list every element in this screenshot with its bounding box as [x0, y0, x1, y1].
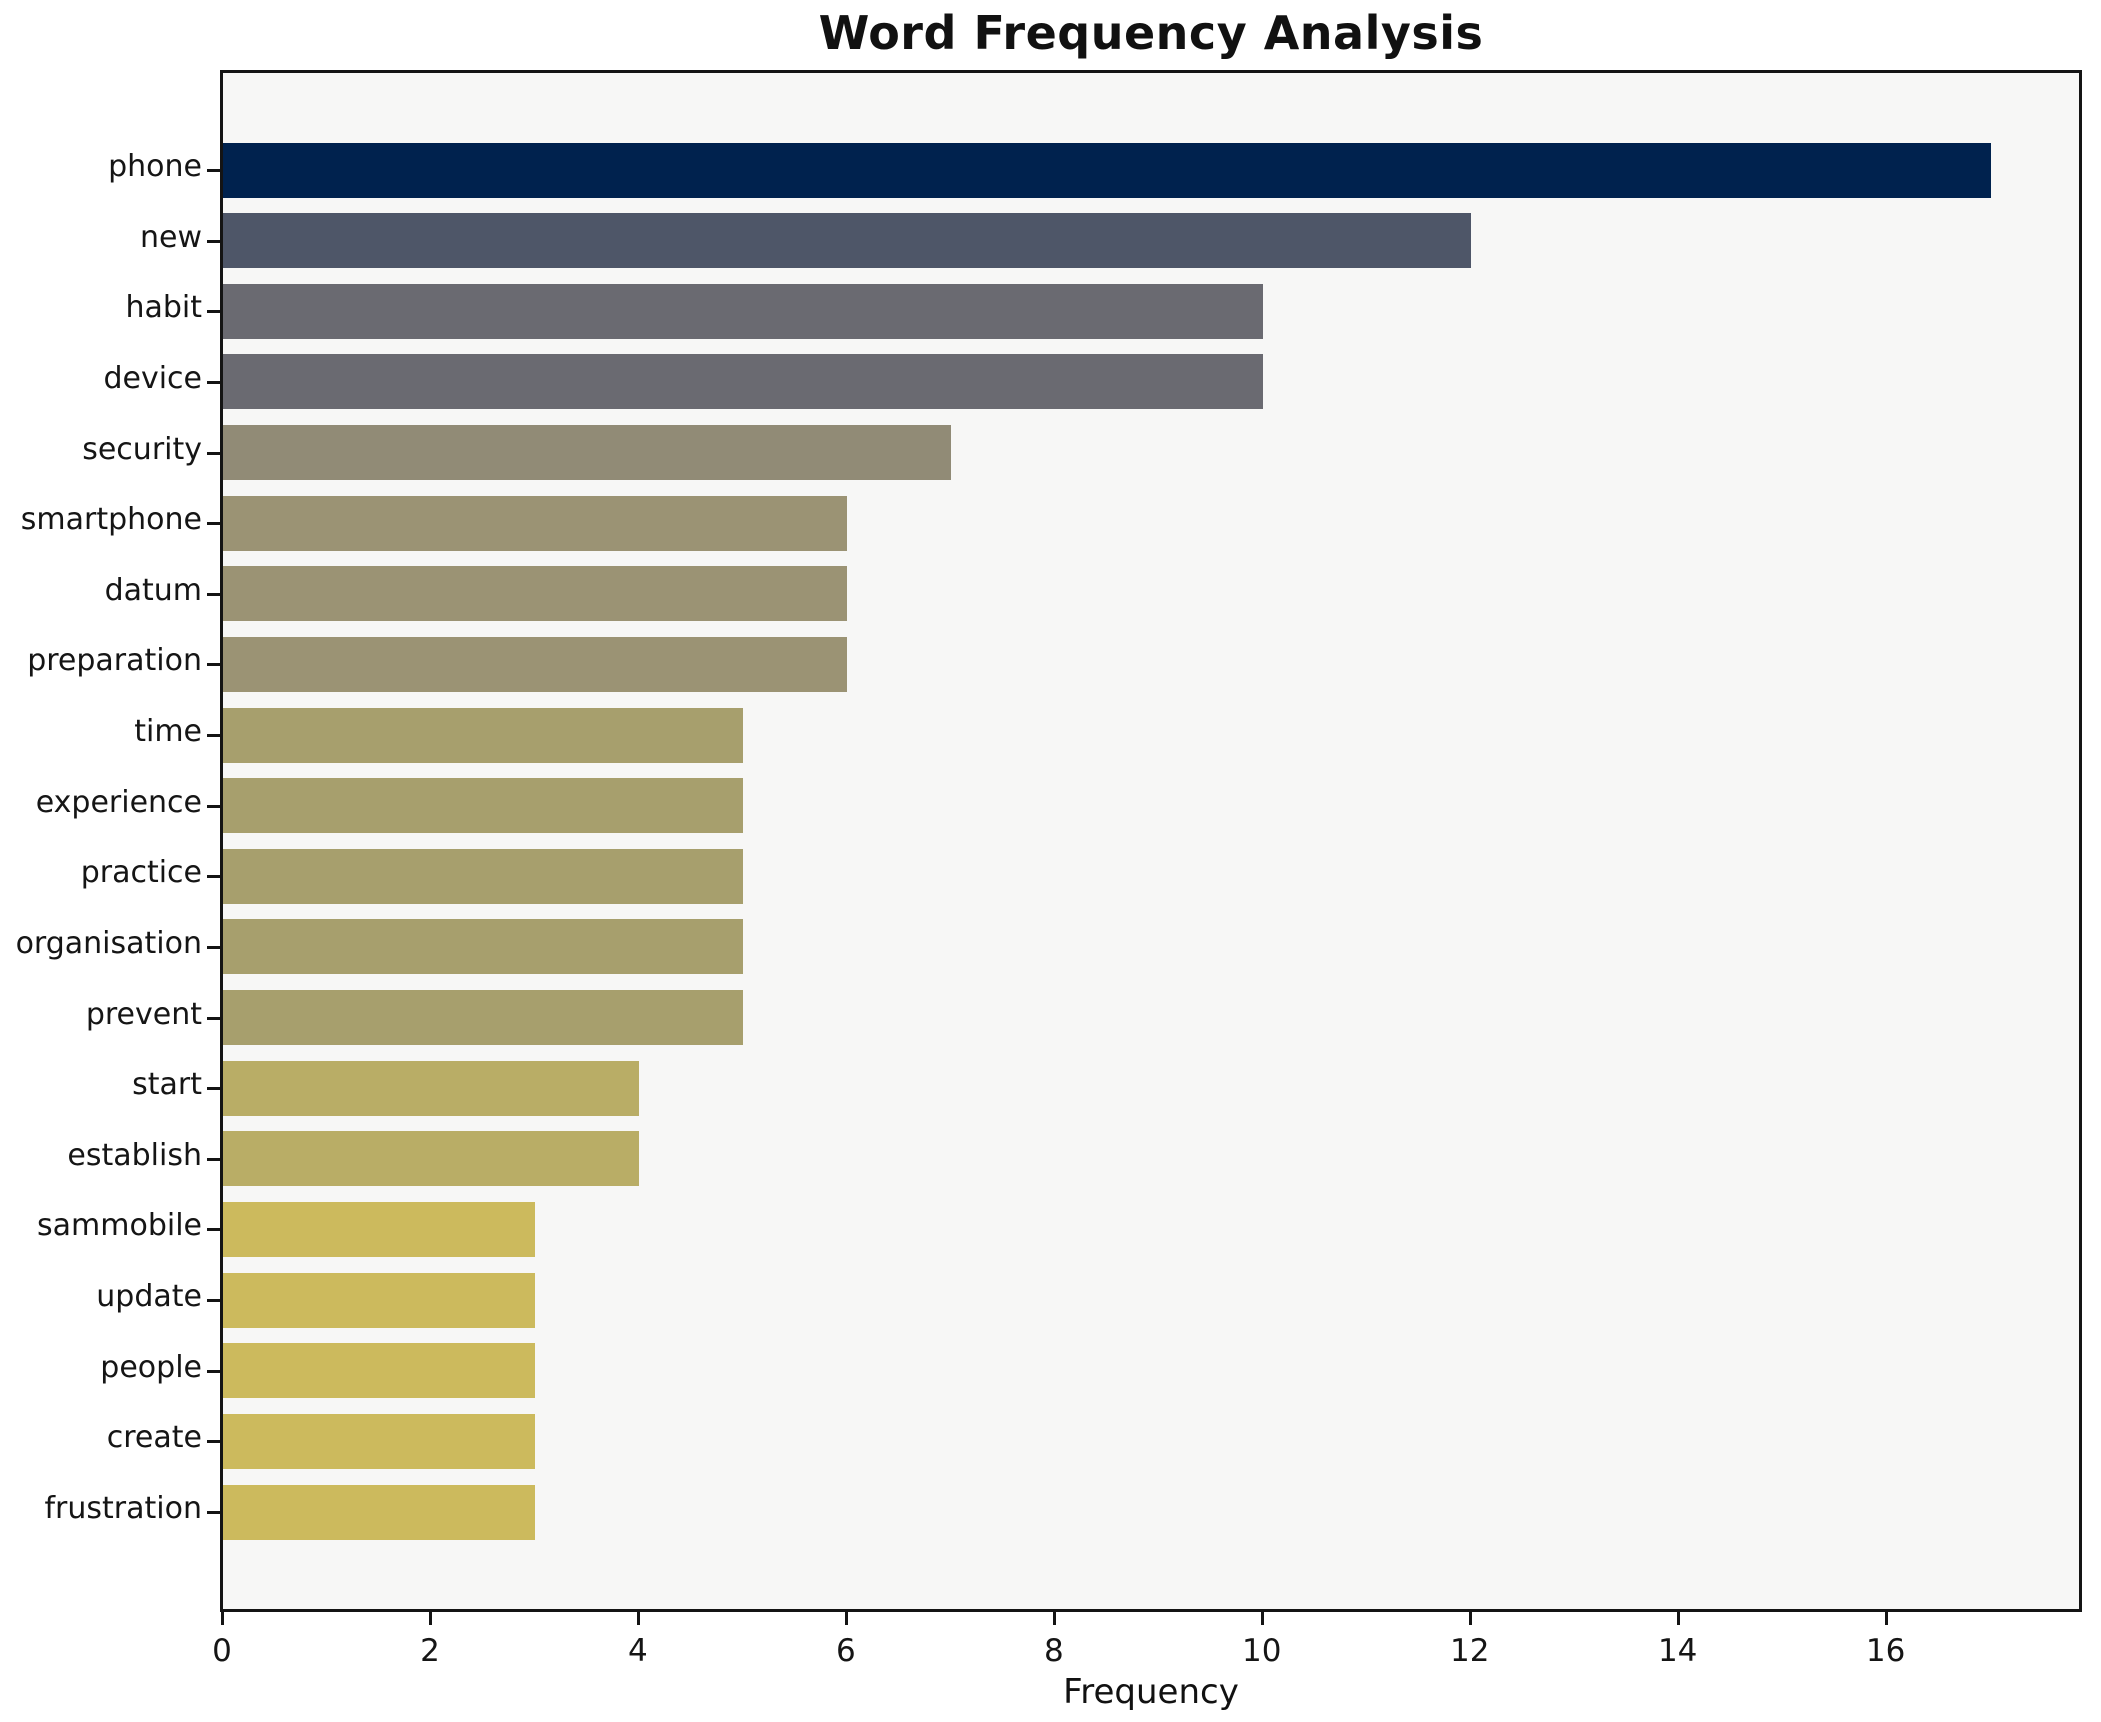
y-tick-mark: [207, 1228, 220, 1232]
y-tick-mark: [207, 804, 220, 808]
y-tick-label-update: update: [96, 1279, 202, 1315]
bar-security: [223, 425, 951, 481]
y-tick-mark: [207, 592, 220, 596]
x-axis-label: Frequency: [1063, 1672, 1239, 1712]
y-tick-mark: [207, 451, 220, 455]
bar-phone: [223, 142, 1991, 198]
bar-people: [223, 1343, 535, 1399]
y-tick-mark: [207, 310, 220, 314]
bar-prevent: [223, 990, 743, 1046]
y-tick-label-establish: establish: [67, 1137, 202, 1173]
bar-establish: [223, 1131, 639, 1187]
bar-update: [223, 1272, 535, 1328]
bar-start: [223, 1060, 639, 1116]
y-tick-mark: [207, 1087, 220, 1091]
x-tick-label-4: 4: [628, 1633, 648, 1669]
bar-create: [223, 1413, 535, 1469]
y-tick-label-frustration: frustration: [44, 1491, 203, 1526]
chart-title: Word Frequency Analysis: [818, 6, 1484, 60]
y-tick-label-practice: practice: [80, 855, 202, 891]
bar-sammobile: [223, 1201, 535, 1257]
plot-area: [220, 70, 2082, 1612]
x-tick-label-8: 8: [1043, 1633, 1064, 1669]
y-tick-mark: [207, 945, 220, 949]
y-tick-mark: [207, 1440, 220, 1444]
x-tick-label-0: 0: [212, 1633, 232, 1669]
x-tick-label-14: 14: [1657, 1633, 1698, 1669]
bar-practice: [223, 848, 743, 904]
y-tick-label-device: device: [103, 360, 202, 396]
y-tick-label-datum: datum: [104, 572, 202, 608]
bar-new: [223, 213, 1471, 269]
x-tick-label-10: 10: [1242, 1633, 1282, 1669]
y-tick-label-experience: experience: [35, 784, 202, 820]
y-tick-label-security: security: [82, 431, 202, 467]
x-tick-mark: [1468, 1612, 1472, 1625]
y-tick-mark: [207, 1016, 220, 1020]
bar-smartphone: [223, 495, 847, 551]
y-tick-label-organisation: organisation: [15, 925, 202, 961]
y-tick-label-create: create: [106, 1420, 202, 1456]
y-tick-label-phone: phone: [108, 149, 202, 184]
y-tick-mark: [207, 1511, 220, 1514]
bar-datum: [223, 566, 847, 622]
x-tick-label-6: 6: [835, 1633, 856, 1669]
x-tick-label-12: 12: [1449, 1633, 1490, 1669]
x-tick-mark: [844, 1612, 848, 1625]
x-tick-mark: [221, 1612, 224, 1625]
y-tick-label-time: time: [134, 714, 202, 750]
bar-experience: [223, 778, 743, 834]
bar-device: [223, 354, 1263, 410]
y-tick-mark: [207, 1157, 220, 1161]
y-tick-mark: [207, 522, 220, 526]
bar-frustration: [223, 1484, 535, 1540]
y-tick-mark: [207, 380, 220, 384]
y-tick-label-start: start: [132, 1067, 202, 1103]
x-tick-mark: [1260, 1612, 1264, 1625]
y-tick-mark: [207, 239, 220, 243]
y-tick-mark: [207, 663, 220, 667]
y-tick-mark: [207, 169, 220, 172]
x-tick-label-2: 2: [420, 1633, 440, 1669]
y-tick-label-preparation: preparation: [27, 643, 202, 679]
y-tick-label-habit: habit: [125, 290, 202, 326]
y-tick-label-new: new: [139, 219, 202, 255]
y-tick-mark: [207, 1369, 220, 1373]
y-tick-mark: [207, 1299, 220, 1303]
x-tick-mark: [1676, 1612, 1680, 1625]
x-tick-mark: [636, 1612, 640, 1625]
x-tick-mark: [1884, 1612, 1888, 1625]
x-tick-mark: [1052, 1612, 1056, 1625]
y-tick-label-sammobile: sammobile: [37, 1208, 202, 1244]
x-tick-label-16: 16: [1865, 1633, 1906, 1669]
x-tick-mark: [428, 1612, 432, 1625]
bar-habit: [223, 283, 1263, 339]
y-tick-label-smartphone: smartphone: [20, 502, 202, 538]
y-tick-label-people: people: [100, 1349, 202, 1385]
y-tick-label-prevent: prevent: [85, 996, 202, 1032]
y-tick-mark: [207, 734, 220, 738]
bar-organisation: [223, 919, 743, 975]
bar-preparation: [223, 636, 847, 692]
bar-time: [223, 707, 743, 763]
y-tick-mark: [207, 875, 220, 879]
